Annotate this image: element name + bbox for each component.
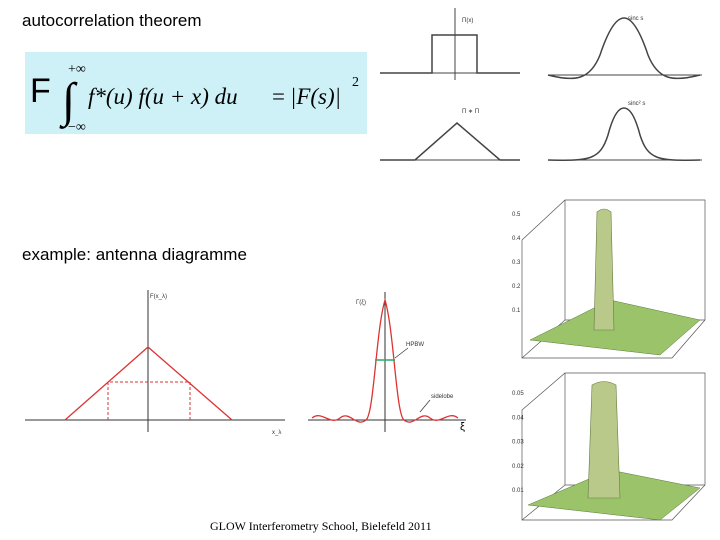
subtitle: example: antenna diagramme [22,245,247,264]
surface-bottom [521,372,706,521]
rhs: |F(s)| [290,84,341,109]
aperture-plot [25,290,285,432]
surface-top-ticks: 0.5 0.4 0.3 0.2 0.1 [512,212,521,314]
upper-limit: +∞ [68,62,86,77]
surface-tick-label: 0.4 [512,236,521,242]
surface-tick-label: 0.2 [512,284,521,290]
box-label: Π(x) [462,18,473,24]
sinc-label: sinc s [628,16,643,22]
equals: = [272,84,285,109]
beam-label: Γ(ξ) [356,300,366,306]
lower-limit: −∞ [68,120,86,135]
beam-plot [308,292,466,432]
surface-tick-label: 0.5 [512,212,521,218]
formula-box [25,52,367,134]
triangle-label: Π ∗ Π [462,109,479,115]
integrand: f*(u) f(u + x) du [88,84,238,109]
formula-operator: F [30,72,51,110]
surface-tick-label: 0.03 [512,440,524,446]
surface-tick-label: 0.02 [512,464,524,470]
integral: ∫ [59,74,78,129]
surface-tick-label: 0.04 [512,415,524,421]
hpbw-label: HPBW [406,342,424,348]
sinc2-label: sinc² s [628,101,645,107]
small-plots [380,8,702,161]
exponent: 2 [352,75,359,90]
x-label: x_λ [272,430,281,436]
xi-label: ξ [460,421,465,433]
surface-tick-label: 0.05 [512,391,524,397]
title: autocorrelation theorem [22,11,202,30]
footer: GLOW Interferometry School, Bielefeld 20… [210,519,432,533]
surface-tick-label: 0.1 [512,308,521,314]
surface-tick-label: 0.01 [512,488,524,494]
surface-bottom-ticks: 0.05 0.04 0.03 0.02 0.01 [512,391,524,494]
aperture-label: F(x_λ) [150,294,167,300]
surface-tick-label: 0.3 [512,260,521,266]
sidelobe-label: sidelobe [431,394,454,400]
surface-top [521,199,706,359]
